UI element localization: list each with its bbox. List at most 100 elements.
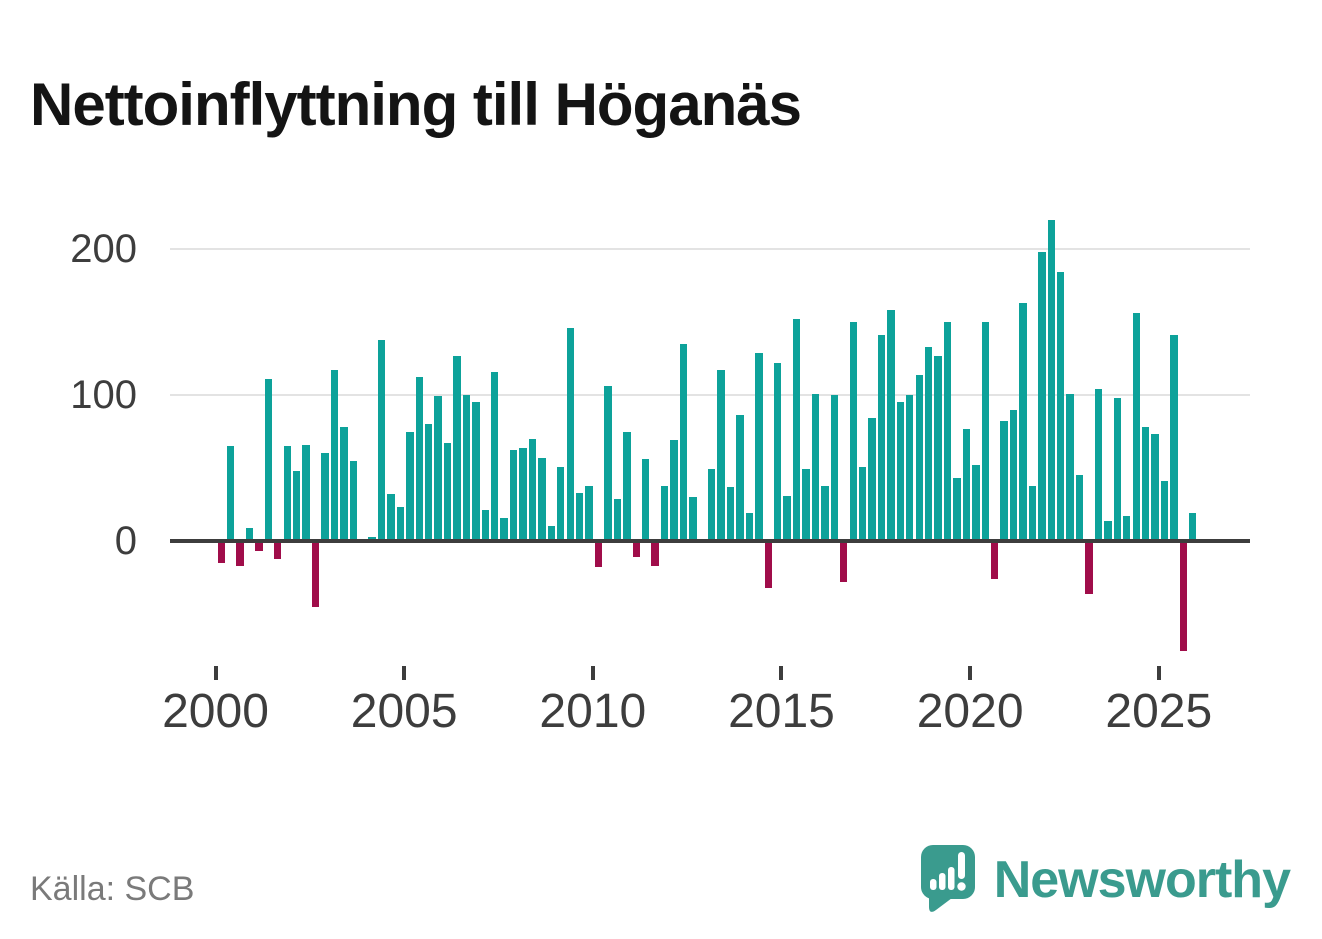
bar-2017Q2	[868, 418, 876, 541]
bar-2018Q1	[896, 402, 905, 541]
bar-2018Q3	[915, 374, 923, 541]
bar-2010Q4	[623, 431, 631, 541]
bar-2014Q1	[745, 513, 754, 541]
y-axis-label-100: 100	[70, 373, 137, 417]
bar-2002Q4	[321, 453, 329, 541]
bar-2015Q3	[802, 469, 810, 541]
bar-2005Q3	[425, 424, 433, 541]
bar-2004Q1	[368, 536, 376, 541]
bar-2013Q1	[708, 469, 716, 541]
bar-2002Q1	[292, 470, 301, 541]
bar-2005Q4	[434, 396, 442, 541]
bar-2012Q2	[679, 343, 688, 541]
newsworthy-wordmark: Newsworthy	[993, 851, 1291, 909]
bar-2003Q2	[340, 427, 348, 541]
bar-2008Q1	[519, 447, 527, 541]
bar-2024Q4	[1151, 434, 1159, 541]
bar-2005Q2	[415, 377, 423, 541]
x-axis-label-2005: 2005	[350, 685, 458, 738]
bar-2018Q4	[924, 346, 933, 541]
bar-2025Q1	[1160, 481, 1169, 541]
bar-2025Q2	[1170, 335, 1178, 541]
bar-2007Q3	[500, 517, 508, 541]
gridline-200	[170, 248, 1250, 250]
bar-2020Q4	[1000, 421, 1008, 541]
bar-2023Q3	[1104, 520, 1112, 541]
bar-2013Q4	[736, 415, 744, 541]
bar-2012Q1	[670, 440, 678, 541]
newsworthy-speech-bubble-bar-chart-icon	[920, 845, 975, 912]
x-axis-tick-2020	[968, 666, 973, 680]
bar-2004Q4	[396, 507, 405, 541]
x-axis-tick-2005	[402, 666, 407, 680]
x-axis-label-2020: 2020	[916, 685, 1024, 738]
bar-2015Q1	[783, 495, 791, 541]
bar-2016Q4	[849, 322, 857, 541]
bar-2005Q1	[406, 431, 414, 541]
bar-2009Q4	[585, 485, 593, 541]
bar-2000Q3	[236, 541, 244, 566]
bar-2006Q3	[462, 395, 471, 541]
bar-2001Q4	[283, 446, 291, 541]
bar-2020Q3	[991, 541, 999, 579]
bar-2004Q2	[377, 339, 386, 541]
bar-2011Q4	[660, 485, 669, 541]
bar-2013Q2	[717, 370, 725, 541]
bar-2011Q3	[651, 541, 659, 566]
bar-2007Q2	[491, 371, 499, 541]
bar-2012Q3	[689, 497, 697, 541]
bar-2008Q4	[547, 526, 556, 541]
bar-2025Q4	[1189, 513, 1197, 541]
bar-2024Q3	[1141, 427, 1150, 541]
bar-2023Q2	[1094, 389, 1103, 541]
source-note: Källa: SCB	[30, 870, 195, 908]
bar-2003Q3	[349, 460, 357, 541]
bar-2010Q1	[594, 541, 603, 568]
bar-2008Q3	[538, 457, 546, 541]
x-axis-label-2025: 2025	[1105, 685, 1213, 738]
bar-2014Q3	[764, 541, 772, 588]
bar-2019Q1	[934, 355, 942, 541]
bar-2016Q2	[830, 395, 839, 541]
bar-2010Q3	[613, 498, 622, 541]
bar-2014Q2	[755, 352, 763, 541]
bar-2020Q2	[981, 322, 989, 541]
bar-2019Q3	[953, 478, 961, 541]
bar-2021Q3	[1028, 485, 1037, 541]
page-title: Nettoinflyttning till Höganäs	[30, 71, 802, 139]
bar-2015Q4	[811, 393, 820, 541]
x-axis-tick-2000	[213, 666, 218, 680]
x-axis-tick-2015	[779, 666, 784, 680]
bar-2007Q1	[481, 510, 489, 541]
bar-2011Q2	[641, 459, 650, 541]
x-axis-label-2000: 2000	[162, 685, 269, 738]
bar-2017Q1	[858, 466, 867, 541]
bar-2003Q1	[330, 370, 339, 541]
bar-2006Q4	[472, 402, 480, 541]
bar-2025Q3	[1179, 541, 1188, 651]
bar-2001Q2	[264, 378, 273, 541]
bar-2021Q4	[1038, 251, 1046, 541]
bar-2006Q2	[453, 355, 461, 541]
bar-2007Q4	[509, 450, 518, 541]
bar-2011Q1	[632, 541, 640, 558]
newsworthy-brand: Newsworthy	[918, 840, 1291, 920]
bar-2020Q1	[972, 465, 980, 541]
bar-2006Q1	[443, 443, 452, 541]
bar-2023Q1	[1085, 541, 1093, 594]
y-axis-label-0: 0	[114, 519, 137, 563]
bar-2013Q3	[726, 486, 735, 541]
bar-2022Q4	[1075, 475, 1084, 541]
bar-2023Q4	[1113, 397, 1122, 541]
x-axis-label-2015: 2015	[728, 685, 835, 738]
bar-2000Q4	[245, 527, 254, 541]
bar-2017Q3	[877, 335, 886, 541]
y-axis-label-200: 200	[70, 227, 137, 271]
bar-2024Q1	[1123, 516, 1131, 541]
bar-2001Q1	[255, 541, 263, 552]
bar-2015Q2	[792, 319, 801, 541]
x-axis-tick-2010	[590, 666, 595, 680]
bar-2022Q2	[1057, 272, 1065, 541]
x-axis-label-2010: 2010	[539, 685, 647, 738]
bar-2024Q2	[1132, 313, 1140, 541]
